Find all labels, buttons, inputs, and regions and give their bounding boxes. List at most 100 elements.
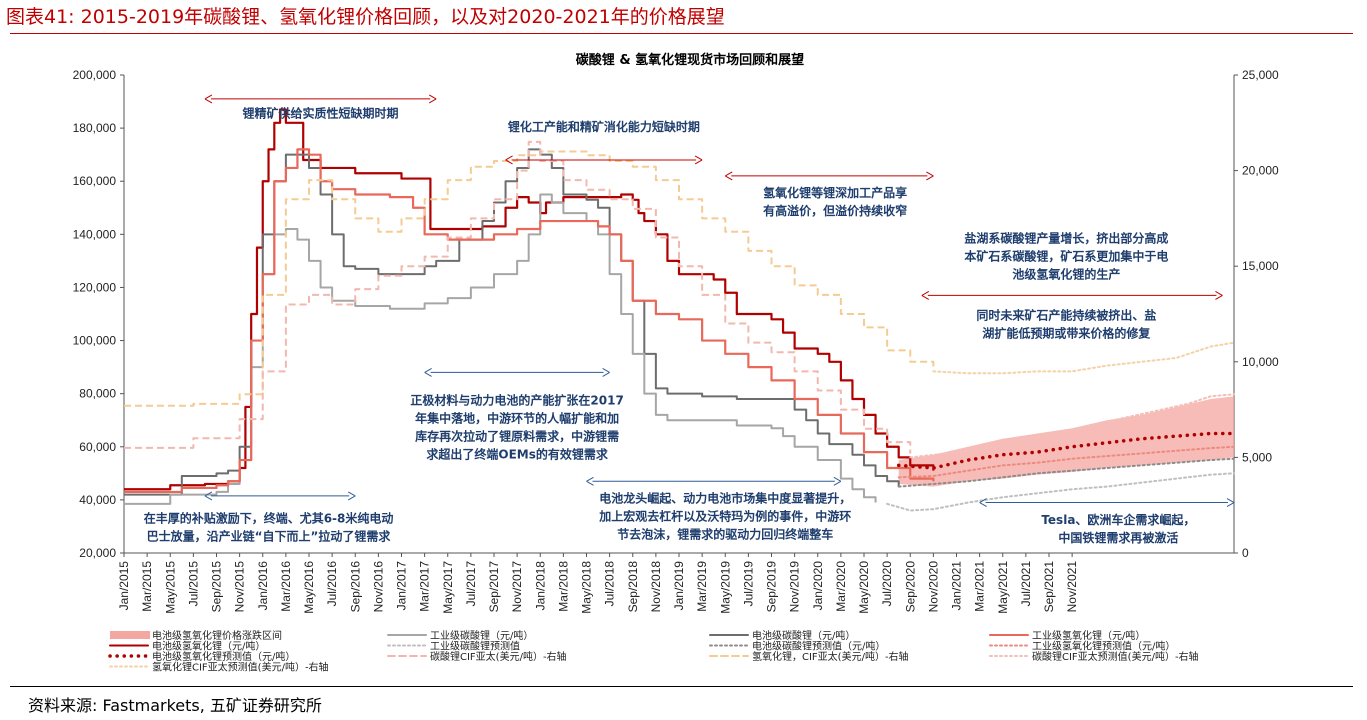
forecast-layer	[886, 341, 1236, 512]
annotation-text: 节去泡沫，锂需求的驱动力回归终端整车	[617, 527, 833, 542]
right-tick-label: 15,000	[1242, 259, 1279, 273]
arrow-head-left	[505, 155, 513, 165]
legend-label: 工业级氢氧化锂（元/吨）	[1032, 629, 1145, 642]
header-divider	[10, 33, 1353, 34]
x-tick-label: Sep/2016	[348, 561, 362, 613]
left-tick-label: 100,000	[73, 334, 117, 348]
annotation-text: 中国铁锂需求再被激活	[1058, 530, 1178, 545]
legend-label: 电池级氢氧化锂价格涨跌区间	[152, 629, 282, 642]
x-tick-label: Sep/2015	[210, 561, 224, 613]
x-tick-label: Jan/2019	[672, 561, 686, 611]
x-axis: Jan/2015 Mar/2015 May/2015 Jul/2015 Sep/2015…	[117, 553, 1079, 614]
x-tick-label: Sep/2021	[1042, 561, 1056, 613]
x-tick-label: Nov/2015	[233, 561, 247, 613]
annotation-text: 库存再次拉动了锂原料需求，中游锂需	[415, 428, 619, 443]
legend-label: 工业级氢氧化锂预测值（元/吨）	[1032, 640, 1175, 653]
arrow-head-right	[428, 94, 437, 104]
legend-label: 电池级氢氧化锂预测值（元/吨）	[152, 650, 295, 663]
arrow-head-left	[204, 94, 213, 104]
forecast-line	[932, 341, 1235, 375]
x-tick-label: Jul/2017	[464, 561, 478, 607]
arrow-head-left	[979, 498, 987, 507]
x-tick-label: Mar/2019	[695, 561, 709, 612]
left-tick-label: 20,000	[79, 546, 116, 560]
x-tick-label: Mar/2017	[418, 561, 432, 612]
left-tick-label: 140,000	[73, 227, 117, 241]
x-tick-label: Sep/2017	[487, 561, 501, 613]
right-tick-label: 20,000	[1242, 164, 1279, 178]
arrow-head-left	[921, 290, 930, 300]
x-tick-label: Nov/2021	[1065, 561, 1079, 613]
x-tick-label: Jan/2020	[811, 561, 825, 611]
x-tick-label: Sep/2019	[765, 561, 779, 613]
x-tick-label: Mar/2018	[556, 561, 570, 612]
legend-label: 工业级碳酸锂（元/吨）	[430, 629, 533, 642]
arrow-head-right	[348, 491, 356, 501]
x-tick-label: Mar/2021	[973, 561, 987, 612]
legend-label: 氢氧化锂CIF亚太预测值(美元/吨）-右轴	[152, 661, 329, 674]
annotation-text: 求超出了终端OEMs的有效锂需求	[426, 446, 608, 461]
legend-label: 电池级碳酸锂预测值（元/吨）	[752, 640, 885, 653]
x-tick-label: Nov/2019	[788, 561, 802, 613]
annotation-text: 加上宏观去杠杆以及沃特玛为例的事件，中游环	[598, 509, 851, 524]
x-tick-label: Jul/2016	[325, 561, 339, 607]
x-tick-label: Nov/2016	[371, 561, 385, 613]
series-line	[124, 148, 935, 494]
x-tick-label: Jul/2018	[603, 561, 617, 607]
arrow-head-left	[725, 171, 733, 181]
arrow-head-left	[204, 491, 213, 501]
series-layer	[124, 108, 935, 505]
annotation-text: 年集中落地，中游环节的人幅扩能和加	[415, 410, 619, 425]
x-tick-label: May/2021	[996, 561, 1010, 614]
legend-swatch	[110, 631, 150, 639]
forecast-line	[897, 457, 1235, 488]
right-tick-label: 10,000	[1242, 355, 1279, 369]
x-tick-label: Jan/2016	[256, 561, 270, 611]
right-y-axis: 0 5,000 10,000 15,000 20,000 25,000	[1234, 68, 1279, 560]
arrow-head-right	[926, 171, 934, 181]
x-tick-label: Jan/2018	[533, 561, 547, 611]
annotation-layer: 锂精矿供给实质性短缺期时期锂化工产能和精矿消化能力短缺时期氢氧化锂等锂深加工产品…	[144, 94, 1235, 545]
x-tick-label: Mar/2016	[279, 561, 293, 612]
series-line	[124, 150, 935, 407]
x-tick-label: May/2016	[302, 561, 316, 614]
forecast-line	[909, 393, 1235, 459]
x-tick-label: Jul/2021	[1019, 561, 1033, 607]
legend-label: 碳酸锂CIF亚太(美元/吨）-右轴	[430, 650, 567, 663]
x-tick-label: May/2019	[718, 561, 732, 614]
legend-label: 氢氧化锂，CIF亚太(美元/吨）-右轴	[752, 650, 909, 663]
lithium-price-chart: 碳酸锂 & 氢氧化锂现货市场回顾和展望 锂精矿供给实质性短缺期时期锂化工产能和精…	[73, 52, 1279, 674]
x-tick-label: May/2017	[441, 561, 455, 614]
legend-label: 碳酸锂CIF亚太预测值(美元/吨）-右轴	[1032, 650, 1199, 663]
x-tick-label: Jul/2015	[186, 561, 200, 607]
x-tick-label: Mar/2015	[140, 561, 154, 612]
x-tick-label: May/2020	[857, 561, 871, 614]
annotation-text: 正极材料与动力电池的产能扩张在2017	[410, 392, 623, 407]
series-line	[124, 140, 912, 454]
left-tick-label: 40,000	[79, 493, 116, 507]
left-tick-label: 160,000	[73, 174, 117, 188]
right-tick-label: 0	[1242, 546, 1249, 560]
annotation-text: Tesla、欧洲车企需求崛起，	[1041, 512, 1195, 527]
x-tick-label: Jan/2015	[117, 561, 131, 611]
legend-label: 工业级碳酸锂预测值	[430, 640, 520, 653]
series-line	[124, 108, 935, 491]
x-tick-label: Jul/2019	[741, 561, 755, 607]
left-tick-label: 180,000	[73, 121, 117, 135]
left-tick-label: 80,000	[79, 387, 116, 401]
arrow-head-right	[1226, 498, 1235, 507]
right-tick-label: 25,000	[1242, 68, 1279, 82]
x-tick-label: Sep/2020	[903, 561, 917, 613]
arrow-head-right	[1215, 290, 1223, 300]
annotation-text: 在丰厚的补贴激励下，终端、尤其6-8米纯电动	[144, 510, 394, 525]
left-tick-label: 200,000	[73, 68, 117, 82]
annotation-text: 电池龙头崛起、动力电池市场集中度显著提升，	[599, 491, 851, 506]
annotation-text: 锂化工产能和精矿消化能力短缺时期	[508, 119, 700, 134]
legend: 电池级氢氧化锂价格涨跌区间 工业级碳酸锂（元/吨） 电池级碳酸锂（元/吨） 工业级氢氧…	[108, 629, 1199, 674]
footer-divider	[10, 686, 1353, 687]
forecast-line	[896, 431, 1236, 470]
legend-label: 电池级氢氧化锂（元/吨）	[152, 640, 265, 653]
annotation-text: 湖扩能低预期或带来价格的修复	[982, 325, 1151, 340]
source-note: 资料来源: Fastmarkets, 五矿证券研究所	[28, 696, 322, 715]
arrow-head-right	[694, 155, 703, 165]
